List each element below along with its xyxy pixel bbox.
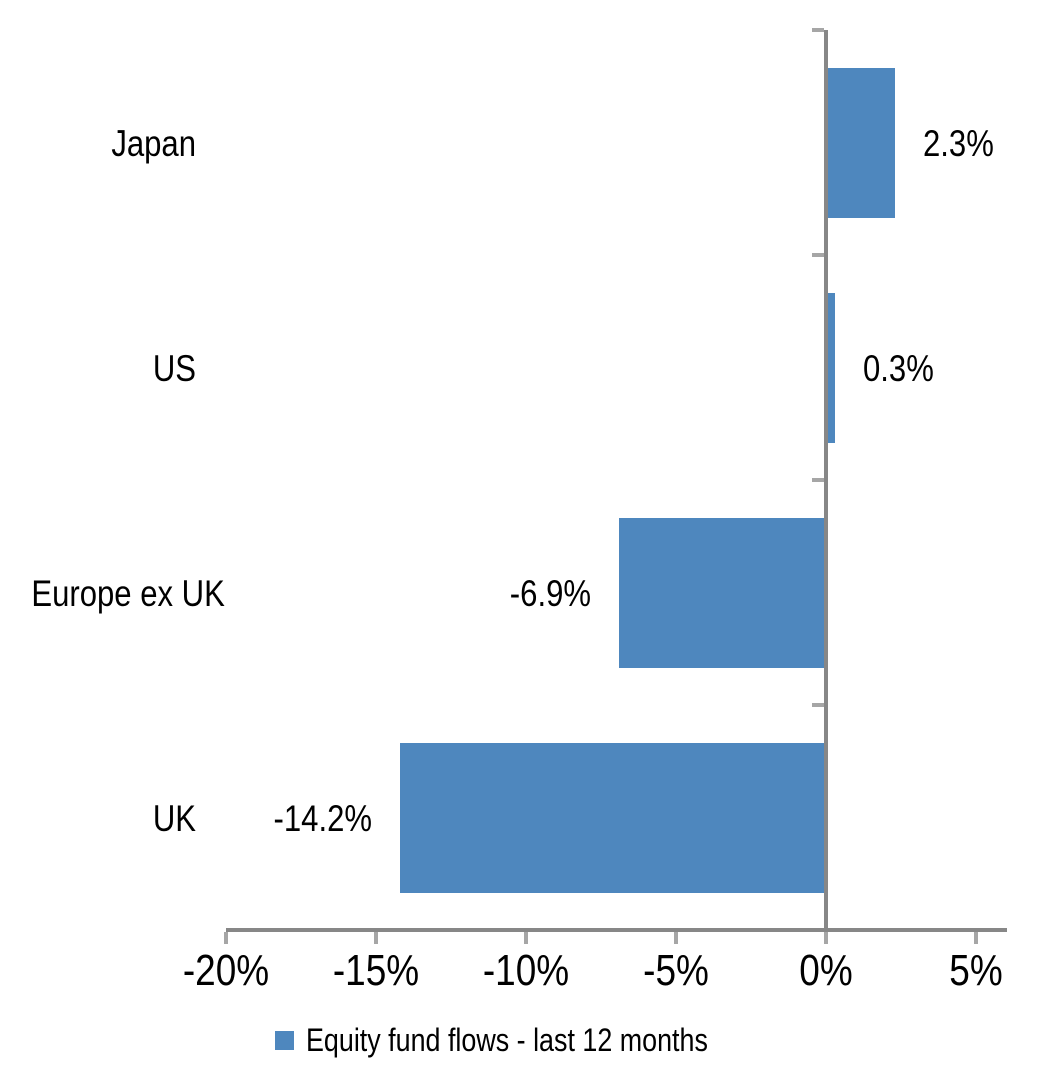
category-tick-mark [812, 478, 824, 482]
x-tick-mark [224, 932, 228, 944]
bar [826, 67, 895, 218]
category-label: Europe ex UK [31, 572, 225, 614]
category-label: Japan [111, 122, 196, 164]
bar [400, 742, 826, 893]
y-axis-line [824, 30, 828, 930]
x-tick-mark [824, 932, 828, 944]
legend: Equity fund flows - last 12 months [0, 1012, 1059, 1068]
legend-label: Equity fund flows - last 12 months [305, 1022, 708, 1058]
legend-swatch [274, 1030, 294, 1050]
x-tick-mark [524, 932, 528, 944]
bar [826, 292, 835, 443]
category-tick-mark [812, 28, 824, 32]
x-tick-mark [974, 932, 978, 944]
bar-value-label: 0.3% [863, 347, 934, 389]
bar [619, 517, 826, 668]
category-label: UK [152, 797, 196, 839]
x-tick-mark [374, 932, 378, 944]
x-tick-mark [674, 932, 678, 944]
category-tick-mark [812, 253, 824, 257]
x-tick-label: 5% [949, 946, 1003, 995]
x-tick-label: -20% [182, 946, 270, 995]
x-tick-label: -5% [643, 946, 709, 995]
x-tick-label: 0% [799, 946, 853, 995]
x-axis-line [226, 928, 1007, 932]
x-tick-label: -10% [482, 946, 570, 995]
bar-value-label: 2.3% [923, 122, 994, 164]
category-tick-mark [812, 703, 824, 707]
bar-value-label: -14.2% [273, 797, 372, 839]
x-tick-label: -15% [332, 946, 420, 995]
category-label: US [152, 347, 196, 389]
bar-value-label: -6.9% [509, 572, 591, 614]
